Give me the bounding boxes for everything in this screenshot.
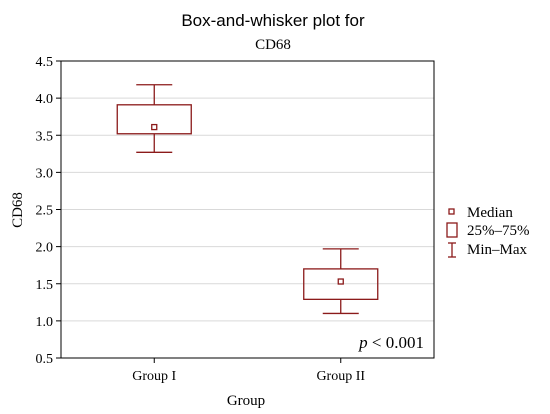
p-value-annotation: p < 0.001 [358,333,424,352]
legend: Median 25%–75% Min–Max [446,205,530,258]
p-value-italic: p [358,333,368,352]
x-tick-label: Group II [316,369,365,384]
box-2 [303,248,379,315]
y-tick-label: 4.5 [36,55,54,70]
x-axis-ticks: Group I Group II [132,358,365,384]
chart-title: Box-and-whisker plot for [181,11,365,30]
gridlines [61,97,434,322]
legend-median-label: Median [467,205,513,221]
boxes [116,84,379,315]
y-tick-label: 4.0 [36,92,54,107]
median-marker [151,123,158,131]
y-tick-label: 3.0 [36,166,54,181]
x-axis-label: Group [227,393,265,409]
legend-whisker-symbol [448,242,456,258]
legend-median-symbol [448,208,455,215]
legend-box-label: 25%–75% [467,223,530,239]
y-tick-label: 1.0 [36,315,54,330]
y-tick-label: 2.5 [36,204,54,219]
iqr-box [303,268,379,300]
y-tick-label: 0.5 [36,352,54,367]
box-1 [116,84,192,153]
median-marker [337,278,344,285]
p-value-rest: < 0.001 [368,333,424,352]
y-axis-label: CD68 [10,192,26,228]
legend-box-symbol [446,222,458,238]
y-tick-label: 2.0 [36,241,54,256]
y-axis-ticks: 0.5 1.0 1.5 2.0 2.5 3.0 3.5 4.0 4.5 [36,55,61,367]
iqr-box [116,104,192,135]
y-tick-label: 3.5 [36,129,54,144]
chart-subtitle: CD68 [255,37,291,53]
legend-whisker-label: Min–Max [467,242,528,258]
x-tick-label: Group I [132,369,176,384]
y-tick-label: 1.5 [36,278,54,293]
